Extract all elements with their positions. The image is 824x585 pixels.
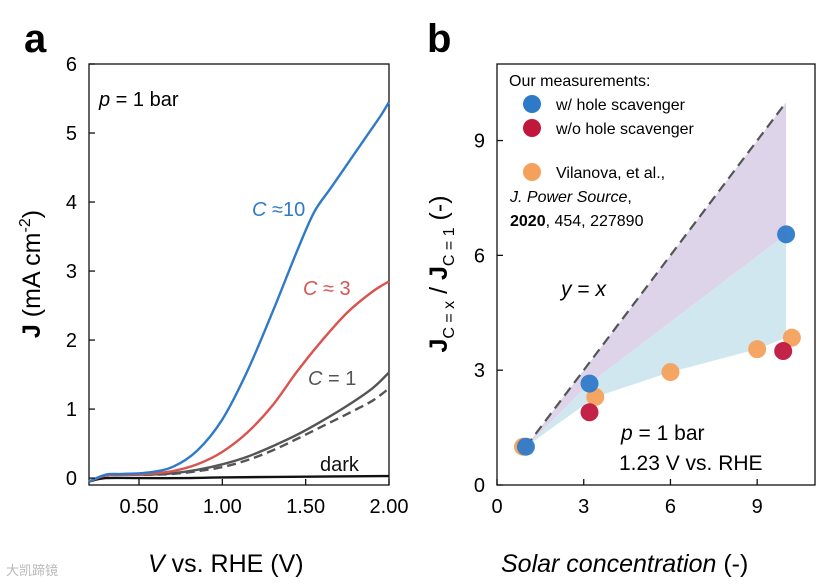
label-c10-rest: ≈10	[266, 199, 305, 221]
panel-b-pressure: p = 1 bar	[620, 422, 705, 445]
y-title-sup: -2	[17, 218, 34, 232]
y-tick-label: 0	[474, 475, 485, 497]
x-tick-label: 6	[665, 496, 676, 518]
b-y-sub1: C = x	[441, 301, 458, 339]
point-w-hole-scavenger	[516, 437, 535, 456]
panel-b-chart: 0 3 6 9 0 3 6 9 Our measurements: w/ hole scav…	[425, 63, 816, 578]
legend-label-without-scavenger: w/o hole scavenger	[555, 121, 695, 138]
x-tick-label: 3	[578, 496, 589, 518]
citation-journal: J. Power Source,	[509, 189, 632, 206]
identity-x: x	[594, 278, 607, 301]
identity-line-label: y = x	[559, 278, 607, 301]
b-y-sub2: C = 1	[441, 227, 458, 266]
point-w-o-hole-scavenger	[580, 403, 599, 422]
label-c1-var: C	[308, 368, 323, 390]
citation-journal-comma: ,	[627, 189, 631, 206]
conditions-rest: = 1 bar	[633, 422, 705, 445]
y-tick-label: 6	[474, 245, 485, 267]
panel-label-b: b	[427, 17, 451, 61]
panel-b-points	[514, 225, 801, 456]
y-tick-label: 4	[66, 192, 77, 214]
shade-lower	[525, 234, 787, 447]
series-line-dark	[88, 474, 390, 483]
y-tick-label: 0	[66, 468, 77, 490]
point-vilanova-et-al-	[782, 328, 801, 347]
legend-title: Our measurements:	[509, 73, 650, 90]
y-tick-label: 3	[474, 360, 485, 382]
panel-a-y-axis-title: J (mA cm-2)	[17, 210, 46, 338]
legend-label-vilanova: Vilanova, et al.,	[556, 165, 665, 182]
y-tick-label: 3	[66, 261, 77, 283]
y-tick-label: 5	[66, 123, 77, 145]
b-y-mid: /	[425, 280, 453, 301]
panel-b-y-axis-title: JC = x / JC = 1 (-)	[425, 195, 458, 352]
citation-details: 2020, 454, 227890	[510, 213, 644, 230]
b-x-title-main: Solar concentration	[501, 550, 716, 578]
point-w-hole-scavenger	[777, 225, 796, 244]
panel-a-curves	[88, 101, 391, 483]
panel-b-legend: Our measurements: w/ hole scavenger w/o …	[509, 73, 695, 230]
label-c3-rest: ≈ 3	[317, 278, 350, 300]
x-title-var: V	[148, 550, 167, 578]
panel-b-bias: 1.23 V vs. RHE	[619, 452, 763, 475]
x-title-rest: vs. RHE (V)	[165, 550, 304, 578]
y-title-close: )	[18, 210, 46, 218]
point-w-hole-scavenger	[580, 374, 599, 393]
b-y-main2: J	[425, 266, 453, 280]
legend-marker-with-scavenger	[523, 95, 541, 113]
y-tick-label: 6	[66, 54, 77, 76]
identity-line	[525, 101, 787, 448]
x-tick-label: 0	[491, 496, 502, 518]
legend-label-with-scavenger: w/ hole scavenger	[555, 97, 686, 114]
citation-journal-name: J. Power Source	[509, 189, 627, 206]
label-c1-rest: = 1	[322, 368, 356, 390]
point-vilanova-et-al-	[748, 340, 767, 359]
panel-b-y-ticks: 0 3 6 9	[474, 131, 503, 497]
panel-b-x-ticks: 0 3 6 9	[491, 479, 763, 518]
b-y-main1: J	[425, 339, 453, 353]
x-tick-label: 0.50	[120, 496, 159, 518]
y-tick-label: 1	[66, 399, 77, 421]
series-line-c-10	[88, 101, 391, 483]
panel-a-frame	[88, 63, 390, 486]
y-tick-label: 9	[474, 131, 485, 153]
watermark: 大凯蹄镜	[6, 564, 59, 579]
point-w-o-hole-scavenger	[774, 342, 793, 361]
panel-a-pressure: p = 1 bar	[98, 89, 179, 111]
panel-label-a: a	[24, 17, 47, 61]
point-vilanova-et-al-	[661, 363, 680, 382]
panel-b-x-axis-title: Solar concentration (-)	[501, 550, 748, 578]
label-c3: C ≈ 3	[303, 278, 351, 300]
b-y-unit: (-)	[425, 195, 453, 227]
pressure-rest: = 1 bar	[110, 89, 179, 111]
citation-rest: , 454, 227890	[546, 213, 644, 230]
label-c3-var: C	[303, 278, 318, 300]
pressure-var: p	[98, 89, 110, 111]
panel-a-x-axis-title: V vs. RHE (V)	[148, 550, 304, 578]
legend-marker-vilanova	[523, 163, 541, 181]
panel-a-y-ticks: 0 1 2 3 4 5 6	[66, 54, 95, 490]
y-title-main: J	[18, 324, 46, 338]
panel-b-frame	[496, 63, 816, 486]
x-tick-label: 9	[752, 496, 763, 518]
citation-year: 2020	[510, 213, 546, 230]
identity-y: y	[559, 278, 573, 301]
label-dark: dark	[320, 454, 360, 476]
legend-marker-without-scavenger	[523, 119, 541, 137]
x-tick-label: 1.00	[203, 496, 242, 518]
panel-a-x-ticks: 0.50 1.00 1.50 2.00	[120, 479, 409, 518]
conditions-var: p	[620, 422, 633, 445]
x-tick-label: 1.50	[286, 496, 325, 518]
identity-eq: =	[572, 278, 596, 301]
b-x-title-unit: (-)	[716, 550, 748, 578]
label-c10: C ≈10	[252, 199, 305, 221]
label-c1: C = 1	[308, 368, 356, 390]
panel-a-chart: 0.50 1.00 1.50 2.00 0 1 2 3 4 5 6 p = 1 bar C ≈10…	[17, 54, 408, 578]
y-title-rest: (mA cm	[18, 232, 46, 324]
label-c10-var: C	[252, 199, 267, 221]
x-tick-label: 2.00	[370, 496, 409, 518]
y-tick-label: 2	[66, 330, 77, 352]
